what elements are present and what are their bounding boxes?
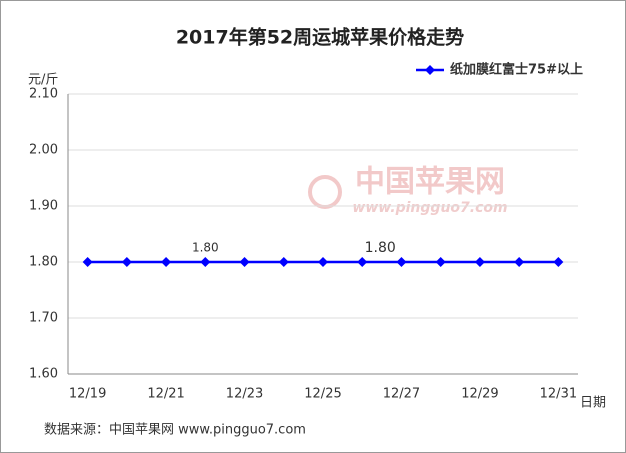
marker xyxy=(514,257,525,267)
marker xyxy=(318,257,328,267)
marker xyxy=(474,257,485,267)
watermark-logo xyxy=(308,175,342,209)
marker xyxy=(239,257,250,267)
x-tick-label: 12/27 xyxy=(383,387,420,402)
marker xyxy=(82,257,93,267)
y-tick-label: 1.80 xyxy=(29,255,58,270)
x-unit: 日期 xyxy=(580,396,606,411)
x-tick-label: 12/31 xyxy=(540,387,577,402)
x-tick-label: 12/23 xyxy=(226,387,263,402)
legend-marker xyxy=(425,65,435,75)
legend-label: 纸加膜红富士75#以上 xyxy=(450,62,583,78)
y-tick-label: 2.10 xyxy=(29,87,58,102)
marker xyxy=(396,257,407,267)
y-tick-label: 2.00 xyxy=(29,143,58,158)
y-tick-label: 1.90 xyxy=(29,199,58,214)
x-tick-label: 12/29 xyxy=(461,387,498,402)
source: 数据来源：中国苹果网 www.pingguo7.com xyxy=(44,423,306,438)
marker xyxy=(357,257,368,267)
watermark: 中国苹果网 xyxy=(355,165,505,200)
marker xyxy=(161,257,172,267)
y-unit: 元/斤 xyxy=(28,73,58,88)
y-tick-label: 1.60 xyxy=(29,367,58,382)
chart-title: 2017年第52周运城苹果价格走势 xyxy=(176,26,464,49)
value-label: 1.80 xyxy=(192,241,219,255)
marker xyxy=(435,257,446,267)
value-label: 1.80 xyxy=(365,240,396,256)
watermark-url: www.pingguo7.com xyxy=(352,200,507,216)
y-tick-label: 1.70 xyxy=(29,311,58,326)
x-tick-label: 12/25 xyxy=(304,387,341,402)
x-tick-label: 12/21 xyxy=(147,387,184,402)
marker xyxy=(553,257,564,267)
marker xyxy=(200,257,211,267)
marker xyxy=(121,257,132,267)
x-tick-label: 12/19 xyxy=(69,387,106,402)
marker xyxy=(278,257,289,267)
